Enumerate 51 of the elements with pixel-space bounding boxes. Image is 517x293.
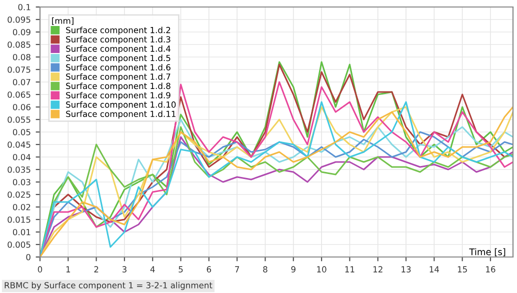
x-tick-label: 2 <box>94 266 98 272</box>
x-tick-label: 5 <box>178 266 183 272</box>
y-tick-label: 0.06 <box>12 104 30 110</box>
y-tick-label: 0.095 <box>8 16 30 23</box>
legend-label: Surface component 1.d.8 <box>66 82 170 91</box>
y-tick-label: 0.005 <box>8 241 30 248</box>
legend-label: Surface component 1.d.3 <box>66 36 170 44</box>
y-tick-label: 0 <box>26 254 30 260</box>
legend-title: [mm] <box>52 17 74 25</box>
x-tick-label: 16 <box>486 266 496 272</box>
x-tick-label: 4 <box>150 266 155 272</box>
x-tick-label: 8 <box>263 266 268 272</box>
y-tick-label: 0.01 <box>12 228 30 236</box>
x-tick-label: 9 <box>291 266 296 272</box>
legend-label: Surface component 1.d.9 <box>66 92 170 100</box>
x-tick-label: 14 <box>430 266 439 272</box>
y-tick-label: 0.015 <box>8 216 30 223</box>
y-tick-label: 0.075 <box>8 66 30 73</box>
y-tick-label: 0.02 <box>12 204 30 210</box>
legend-label: Surface component 1.d.11 <box>66 110 176 119</box>
x-tick-label: 13 <box>402 266 411 272</box>
legend-label: Surface component 1.d.10 <box>66 101 176 110</box>
y-tick-label: 0.055 <box>8 116 30 123</box>
x-tick-label: 0 <box>38 266 42 272</box>
x-tick-label: 1 <box>66 266 70 272</box>
legend-label: Surface component 1.d.7 <box>66 73 170 82</box>
x-tick-label: 10 <box>317 266 326 272</box>
y-tick-label: 0.07 <box>12 78 30 86</box>
y-tick-label: 0.08 <box>12 54 30 60</box>
y-tick-label: 0.03 <box>12 178 30 186</box>
x-tick-label: 15 <box>458 266 467 272</box>
legend-label: Surface component 1.d.6 <box>66 64 170 72</box>
x-tick-label: 7 <box>235 266 240 272</box>
legend-label: Surface component 1.d.5 <box>66 54 170 63</box>
y-tick-label: 0.04 <box>12 154 31 160</box>
x-axis-title: Time [s] <box>469 248 506 256</box>
legend-label: Surface component 1.d.2 <box>66 26 170 35</box>
y-tick-label: 0.1 <box>18 4 30 10</box>
y-tick-label: 0.065 <box>8 91 30 98</box>
y-tick-label: 0.035 <box>8 166 30 173</box>
y-tick-label: 0.085 <box>8 41 30 48</box>
x-tick-label: 12 <box>373 266 382 272</box>
y-tick-label: 0.05 <box>12 128 30 136</box>
x-tick-label: 6 <box>206 266 212 272</box>
y-tick-label: 0.025 <box>8 191 30 198</box>
y-tick-label: 0.045 <box>8 141 30 148</box>
x-tick-label: 3 <box>122 266 126 272</box>
x-tick-label: 11 <box>345 266 354 272</box>
legend-label: Surface component 1.d.4 <box>66 45 170 54</box>
y-tick-label: 0.09 <box>12 28 30 36</box>
text: RBMC by Surface component 1 = 3-2-1 alignment <box>4 282 212 290</box>
